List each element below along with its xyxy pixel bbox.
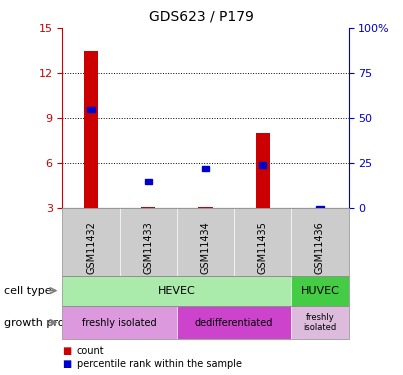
Bar	[256, 133, 270, 208]
Text: count: count	[77, 346, 104, 355]
Bar	[259, 162, 266, 168]
Text: freshly isolated: freshly isolated	[82, 318, 157, 327]
Bar	[145, 178, 152, 184]
Bar	[141, 207, 156, 208]
Text: GSM11436: GSM11436	[315, 221, 325, 274]
Text: percentile rank within the sample: percentile rank within the sample	[77, 359, 241, 369]
Bar	[87, 106, 95, 112]
Text: GSM11435: GSM11435	[258, 221, 268, 274]
Bar	[316, 206, 324, 211]
Text: GSM11432: GSM11432	[86, 221, 96, 274]
Text: GSM11433: GSM11433	[143, 221, 153, 274]
Bar	[202, 166, 209, 171]
Bar	[84, 51, 98, 208]
Bar	[198, 207, 213, 208]
Text: HUVEC: HUVEC	[301, 286, 339, 296]
Text: GSM11434: GSM11434	[201, 221, 210, 274]
Text: HEVEC: HEVEC	[158, 286, 196, 296]
Text: growth protocol: growth protocol	[4, 318, 91, 327]
Text: freshly
isolated: freshly isolated	[303, 313, 337, 332]
Text: cell type: cell type	[4, 286, 52, 296]
Text: dedifferentiated: dedifferentiated	[195, 318, 273, 327]
Text: ■: ■	[62, 346, 72, 355]
Text: GDS623 / P179: GDS623 / P179	[149, 9, 254, 23]
Text: ■: ■	[62, 359, 72, 369]
